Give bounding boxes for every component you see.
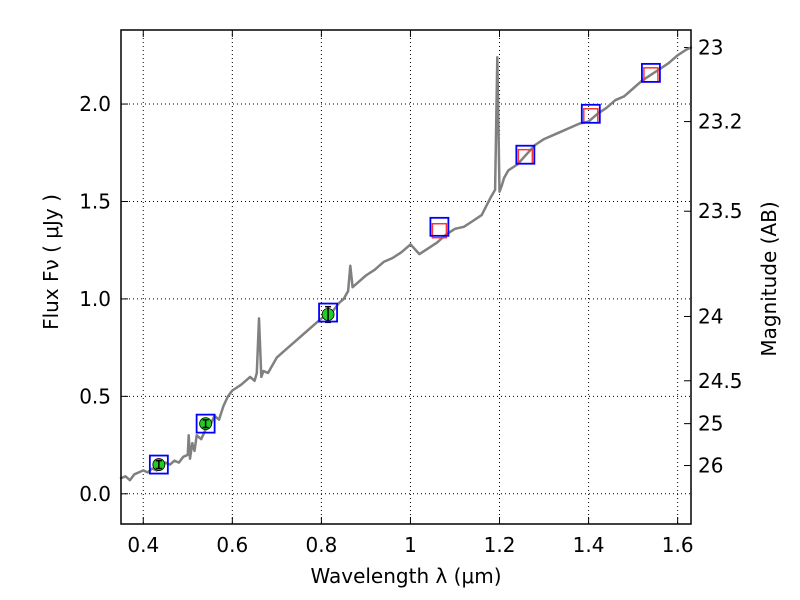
right-tick-label: 24 (698, 304, 723, 328)
x-axis-label: Wavelength λ (μm) (310, 564, 501, 588)
model-flux-marker (195, 413, 216, 434)
model-flux-marker (318, 302, 338, 323)
axis-ticks (121, 30, 691, 524)
x-tick-label: 0.6 (216, 533, 248, 557)
y-tick-label: 1.5 (79, 189, 111, 213)
model-flux-marker (641, 62, 661, 83)
spectrum-line (119, 46, 693, 482)
y-axis-label: Flux Fν ( μJy ) (39, 194, 63, 330)
model-flux-marker (429, 216, 450, 237)
plot-frame (120, 29, 692, 525)
x-tick-label: 1 (404, 533, 417, 557)
right-tick-label: 23.5 (698, 199, 743, 223)
y-tick-label: 2.0 (79, 92, 111, 116)
model-flux-marker (148, 454, 169, 475)
x-tick-label: 0.4 (127, 533, 159, 557)
x-tick-label: 1.6 (662, 533, 694, 557)
grid (121, 30, 691, 524)
tick-labels: 0.4 0.6 0.8 1 1.2 1.4 1.6 0.0 0.5 1.0 1.5 2.0 23 23.2… (79, 36, 742, 557)
x-tick-label: 1.4 (573, 533, 605, 557)
model-flux-marker (580, 103, 601, 124)
y-tick-label: 0.0 (79, 482, 111, 506)
y-axis-right-label: Magnitude (AB) (757, 201, 781, 356)
right-tick-label: 25 (698, 412, 723, 436)
y-tick-label: 0.5 (79, 384, 111, 408)
upper-limit-marker (431, 222, 448, 239)
right-tick-label: 23.2 (698, 110, 743, 134)
x-tick-label: 1.2 (484, 533, 516, 557)
right-tick-label: 26 (698, 454, 723, 478)
x-tick-label: 0.8 (305, 533, 337, 557)
y-tick-label: 1.0 (79, 287, 111, 311)
right-tick-label: 23 (698, 36, 723, 60)
right-tick-label: 24.5 (698, 369, 743, 393)
plot-series (119, 46, 693, 482)
model-flux-marker (515, 144, 536, 165)
